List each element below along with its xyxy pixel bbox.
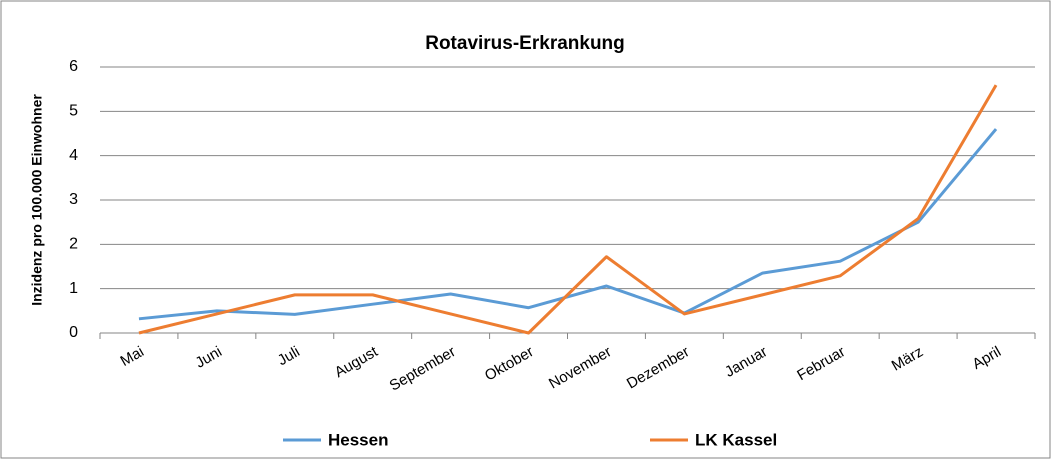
legend-label: Hessen — [328, 430, 388, 449]
y-tick-label: 6 — [69, 58, 78, 75]
chart-title: Rotavirus-Erkrankung — [425, 33, 625, 54]
y-tick-label: 0 — [69, 324, 78, 341]
y-tick-label: 5 — [69, 103, 78, 120]
y-tick-label: 3 — [69, 191, 78, 208]
line-series — [138, 84, 998, 335]
y-axis-label: Inzidenz pro 100.000 Einwohner — [29, 94, 45, 306]
y-tick-label: 4 — [69, 147, 78, 164]
legend-label: LK Kassel — [695, 430, 777, 449]
y-tick-label: 2 — [69, 236, 78, 253]
y-tick-label: 1 — [69, 280, 78, 297]
